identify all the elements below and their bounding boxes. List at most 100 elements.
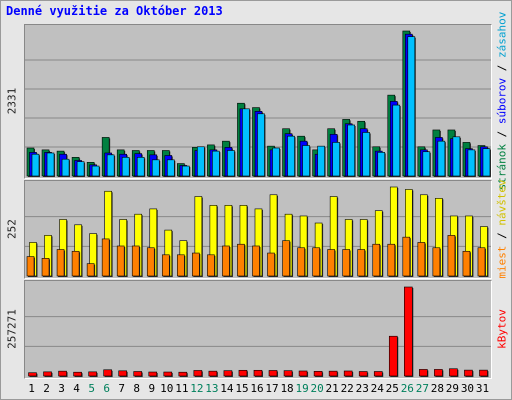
bar-návštev-30 bbox=[462, 250, 471, 277]
x-tick-day-1: 1 bbox=[28, 382, 35, 395]
x-tick-day-21: 21 bbox=[325, 382, 339, 395]
bar-návštev-7 bbox=[116, 245, 126, 277]
x-tick-day-18: 18 bbox=[280, 382, 294, 395]
bar-zásahov-28 bbox=[437, 140, 446, 177]
x-tick-day-25: 25 bbox=[385, 382, 399, 395]
bar-kBytov-8 bbox=[133, 371, 143, 377]
bar-kBytov-9 bbox=[148, 371, 158, 377]
bar-kBytov-5 bbox=[88, 371, 98, 377]
bar-kBytov-22 bbox=[343, 370, 354, 377]
bar-kBytov-31 bbox=[479, 369, 489, 377]
bar-návštev-27 bbox=[417, 242, 426, 277]
x-tick-day-28: 28 bbox=[430, 382, 444, 395]
bar-návštev-29 bbox=[447, 235, 456, 277]
x-tick-day-16: 16 bbox=[250, 382, 264, 395]
x-tick-day-3: 3 bbox=[58, 382, 65, 395]
bar-zásahov-19 bbox=[302, 145, 311, 177]
bar-kBytov-12 bbox=[193, 370, 203, 377]
x-tick-day-27: 27 bbox=[415, 382, 429, 395]
bar-zásahov-26 bbox=[407, 36, 416, 177]
bar-návštev-20 bbox=[312, 247, 321, 277]
legend-separator: / bbox=[495, 64, 509, 71]
y-max-value: 257271 bbox=[5, 308, 19, 349]
y-max-value: 2331 bbox=[5, 87, 19, 114]
bar-zásahov-9 bbox=[151, 159, 161, 177]
bar-návštev-23 bbox=[357, 249, 366, 277]
legend-sites-visits: miest / návštev bbox=[491, 178, 512, 279]
bar-kBytov-13 bbox=[208, 370, 218, 377]
bar-kBytov-21 bbox=[328, 370, 339, 377]
x-tick-day-4: 4 bbox=[73, 382, 80, 395]
bar-kBytov-20 bbox=[313, 371, 324, 377]
bar-návštev-8 bbox=[131, 245, 141, 277]
legend-sites: miest bbox=[495, 245, 509, 279]
bar-zásahov-24 bbox=[377, 152, 386, 177]
bar-kBytov-26 bbox=[404, 286, 414, 377]
bar-návštev-25 bbox=[387, 243, 396, 277]
bar-kBytov-16 bbox=[253, 369, 263, 377]
bar-návštev-19 bbox=[297, 247, 306, 277]
bar-zásahov-5 bbox=[91, 165, 101, 177]
bar-návštev-31 bbox=[477, 247, 486, 277]
legend-hits: zásahov bbox=[495, 11, 509, 58]
bar-kBytov-18 bbox=[283, 370, 294, 377]
bar-návštev-14 bbox=[222, 245, 231, 277]
legend-visits: návštev bbox=[495, 178, 509, 226]
bar-zásahov-12 bbox=[197, 146, 206, 177]
bar-zásahov-27 bbox=[422, 151, 431, 177]
bar-návštev-11 bbox=[177, 254, 186, 277]
x-tick-day-14: 14 bbox=[220, 382, 234, 395]
bar-zásahov-15 bbox=[242, 108, 251, 177]
x-tick-day-29: 29 bbox=[445, 382, 460, 395]
bar-kBytov-11 bbox=[178, 371, 188, 377]
bar-zásahov-17 bbox=[272, 147, 281, 177]
bar-kBytov-30 bbox=[464, 369, 474, 377]
x-tick-day-19: 19 bbox=[295, 382, 309, 395]
x-tick-day-7: 7 bbox=[118, 382, 126, 395]
legend-kbytes: kBytov bbox=[491, 280, 512, 377]
sites-visits-panel bbox=[24, 180, 492, 279]
bar-návštev-18 bbox=[282, 240, 291, 277]
bar-kBytov-7 bbox=[118, 370, 128, 377]
sites-visits-plot bbox=[25, 186, 491, 277]
bar-návštev-4 bbox=[71, 250, 81, 277]
y-max-label-kbytes: 257271 bbox=[1, 280, 23, 377]
bar-zásahov-31 bbox=[482, 148, 491, 177]
bar-zásahov-29 bbox=[452, 136, 461, 177]
legend-kbytes-label: kBytov bbox=[495, 308, 509, 349]
x-tick-day-26: 26 bbox=[400, 382, 414, 395]
bar-návštev-28 bbox=[432, 247, 441, 277]
bar-kBytov-10 bbox=[163, 371, 173, 377]
x-tick-day-13: 13 bbox=[205, 382, 219, 395]
bar-zásahov-14 bbox=[227, 150, 236, 177]
bar-zásahov-30 bbox=[467, 149, 476, 177]
bar-zásahov-7 bbox=[121, 157, 131, 177]
bar-kBytov-24 bbox=[373, 371, 384, 377]
bar-návštev-3 bbox=[56, 249, 66, 277]
bar-kBytov-2 bbox=[43, 371, 53, 377]
pages-files-hits-panel bbox=[24, 24, 492, 179]
bar-návštev-16 bbox=[252, 245, 261, 277]
bar-kBytov-1 bbox=[28, 372, 38, 377]
bar-návštev-21 bbox=[327, 249, 336, 277]
bar-návštev-2 bbox=[41, 258, 51, 277]
kbytes-panel bbox=[24, 280, 492, 379]
x-tick-day-9: 9 bbox=[148, 382, 156, 395]
x-tick-day-17: 17 bbox=[265, 382, 279, 395]
bar-návštev-10 bbox=[161, 254, 171, 277]
x-tick-day-24: 24 bbox=[370, 382, 384, 395]
chart-title: Denné využitie za Október 2013 bbox=[6, 4, 223, 18]
x-tick-day-8: 8 bbox=[133, 382, 141, 395]
x-axis-day-labels: 1 2 3 4 5 6 7 8 9 10 11 12 13 14 15 16 17 18 19 20 21 22 23 24 2… bbox=[24, 382, 490, 396]
bar-návštev-9 bbox=[146, 247, 156, 277]
bar-kBytov-6 bbox=[103, 369, 113, 377]
bar-zásahov-6 bbox=[106, 154, 116, 177]
bar-zásahov-8 bbox=[136, 157, 146, 177]
bar-zásahov-11 bbox=[182, 165, 191, 177]
bar-zásahov-22 bbox=[347, 124, 356, 177]
bar-zásahov-16 bbox=[257, 113, 266, 177]
bar-kBytov-25 bbox=[388, 335, 399, 377]
bar-zásahov-1 bbox=[31, 153, 40, 177]
legend-files: súborov bbox=[495, 77, 509, 124]
